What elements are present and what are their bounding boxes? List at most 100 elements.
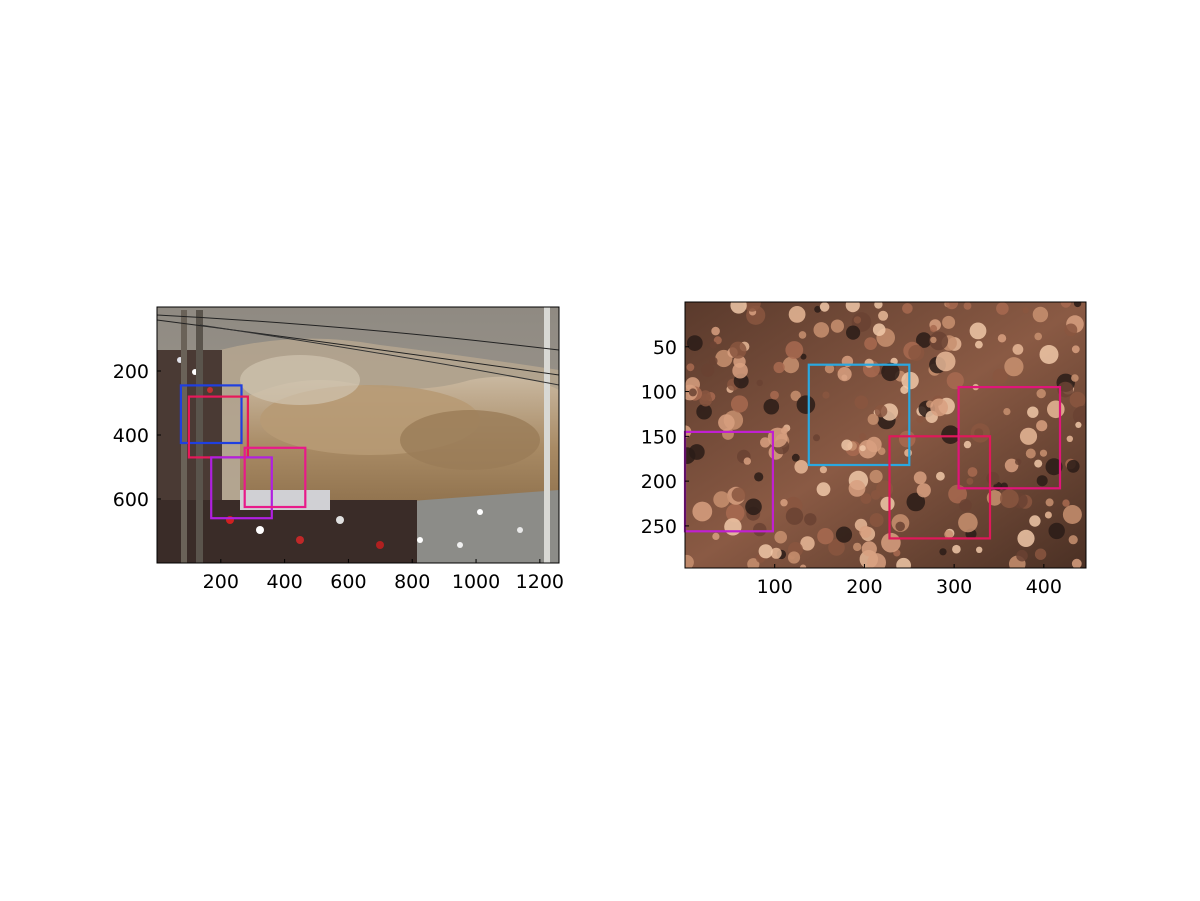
crowd-texture: [1003, 408, 1011, 416]
crowd-texture: [895, 521, 905, 532]
crowd-texture: [773, 361, 785, 374]
crowd-texture: [780, 499, 788, 507]
crowd-texture: [822, 391, 830, 399]
crowd-texture: [686, 363, 695, 372]
crowd-texture: [913, 471, 927, 485]
crowd-texture: [813, 434, 820, 442]
crowd-texture: [936, 471, 945, 481]
crowd-texture: [817, 528, 834, 545]
right-axes-frame: [684, 301, 1087, 569]
y-tick-label: 250: [641, 516, 677, 538]
crowd-texture: [819, 466, 828, 474]
crowd-texture: [1072, 405, 1086, 426]
crowd-texture: [790, 390, 801, 401]
crowd-texture: [997, 334, 1007, 343]
crowd-texture: [854, 395, 869, 410]
x-tick-label: 300: [936, 576, 972, 598]
crowd-texture: [730, 395, 749, 413]
crowd-texture: [867, 413, 879, 425]
detection-box-left-3: [210, 456, 273, 520]
crowd-texture: [1012, 344, 1024, 355]
crowd-texture: [685, 447, 696, 464]
crowd-texture: [1062, 505, 1082, 524]
crowd-texture: [800, 536, 815, 551]
crowd-texture: [686, 335, 703, 351]
crowd-texture: [881, 362, 900, 382]
crowd-texture: [743, 302, 761, 312]
crowd-texture: [763, 398, 780, 415]
crowd-texture: [859, 525, 872, 538]
crowd-texture: [1034, 548, 1047, 560]
crowd-texture: [939, 548, 947, 556]
crowd-texture: [1045, 458, 1063, 476]
crowd-texture: [816, 482, 831, 497]
crowd-texture: [880, 496, 895, 511]
crowd-texture: [945, 302, 959, 310]
crowd-texture: [1060, 302, 1072, 308]
crowd-texture: [1036, 420, 1048, 432]
crowd-texture: [1062, 499, 1070, 507]
crowd-texture: [916, 332, 932, 348]
crowd-texture: [930, 336, 937, 344]
crowd-texture: [1066, 435, 1074, 442]
crowd-texture: [1057, 381, 1074, 398]
crowd-texture: [1073, 302, 1082, 308]
y-tick-label: 400: [113, 425, 149, 447]
crowd-texture: [828, 539, 845, 556]
crowd-texture: [867, 553, 886, 568]
crowd-texture: [835, 526, 853, 543]
crowd-texture: [767, 427, 788, 448]
y-tick-label: 100: [641, 382, 677, 404]
crowd-texture: [946, 372, 964, 390]
crowd-texture: [878, 310, 889, 321]
crowd-texture: [1036, 475, 1048, 487]
crowd-texture: [756, 379, 763, 387]
crowd-texture: [814, 305, 821, 313]
crowd-texture: [731, 487, 746, 502]
x-tick-label: 1000: [452, 571, 500, 593]
crowd-texture: [794, 460, 808, 474]
right-axes-ticks: 100 200 300 400 50 100 150 200 250: [641, 337, 1062, 598]
crowd-texture: [747, 558, 760, 568]
crowd-texture: [782, 356, 800, 374]
crowd-texture: [966, 477, 974, 485]
crowd-texture: [992, 368, 1008, 384]
detection-box-left-1: [179, 384, 243, 445]
crowd-texture: [760, 437, 771, 448]
crowd-texture: [944, 530, 954, 539]
crowd-texture: [1044, 511, 1052, 519]
crowd-texture: [830, 319, 845, 333]
crowd-texture: [1034, 332, 1042, 341]
crowd-texture: [1071, 374, 1079, 382]
crowd-texture: [1036, 388, 1046, 399]
crowd-texture: [770, 547, 782, 559]
crowd-texture: [976, 546, 983, 553]
crowd-texture: [975, 340, 983, 349]
crowd-texture: [1071, 345, 1080, 354]
crowd-texture: [872, 323, 886, 337]
crowd-texture: [942, 315, 956, 329]
crowd-texture: [824, 364, 835, 374]
crowd-texture: [970, 423, 990, 443]
crowd-texture: [1064, 323, 1078, 337]
crowd-texture: [845, 302, 860, 313]
crowd-texture: [1039, 345, 1059, 364]
tidal-bore-photo: [157, 307, 559, 563]
left-axes-ticks: 200 400 600 800 1000 1200 200 400 600: [113, 361, 564, 593]
crowd-texture: [700, 390, 711, 401]
crowd-texture: [929, 331, 949, 351]
crowd-texture: [848, 480, 866, 497]
y-tick-label: 600: [113, 489, 149, 511]
crowd-texture: [861, 541, 877, 557]
crowd-texture: [696, 403, 712, 420]
crowd-texture: [718, 414, 735, 431]
crowd-texture: [935, 351, 956, 372]
crowd-texture: [732, 362, 748, 379]
crowd-texture: [753, 522, 767, 537]
crowd-texture: [800, 353, 807, 360]
crowd-texture: [804, 513, 817, 526]
crowd-texture: [730, 302, 747, 314]
crowd-texture: [1004, 458, 1019, 473]
crowd-texture: [791, 453, 800, 462]
crowd-texture: [959, 499, 972, 512]
